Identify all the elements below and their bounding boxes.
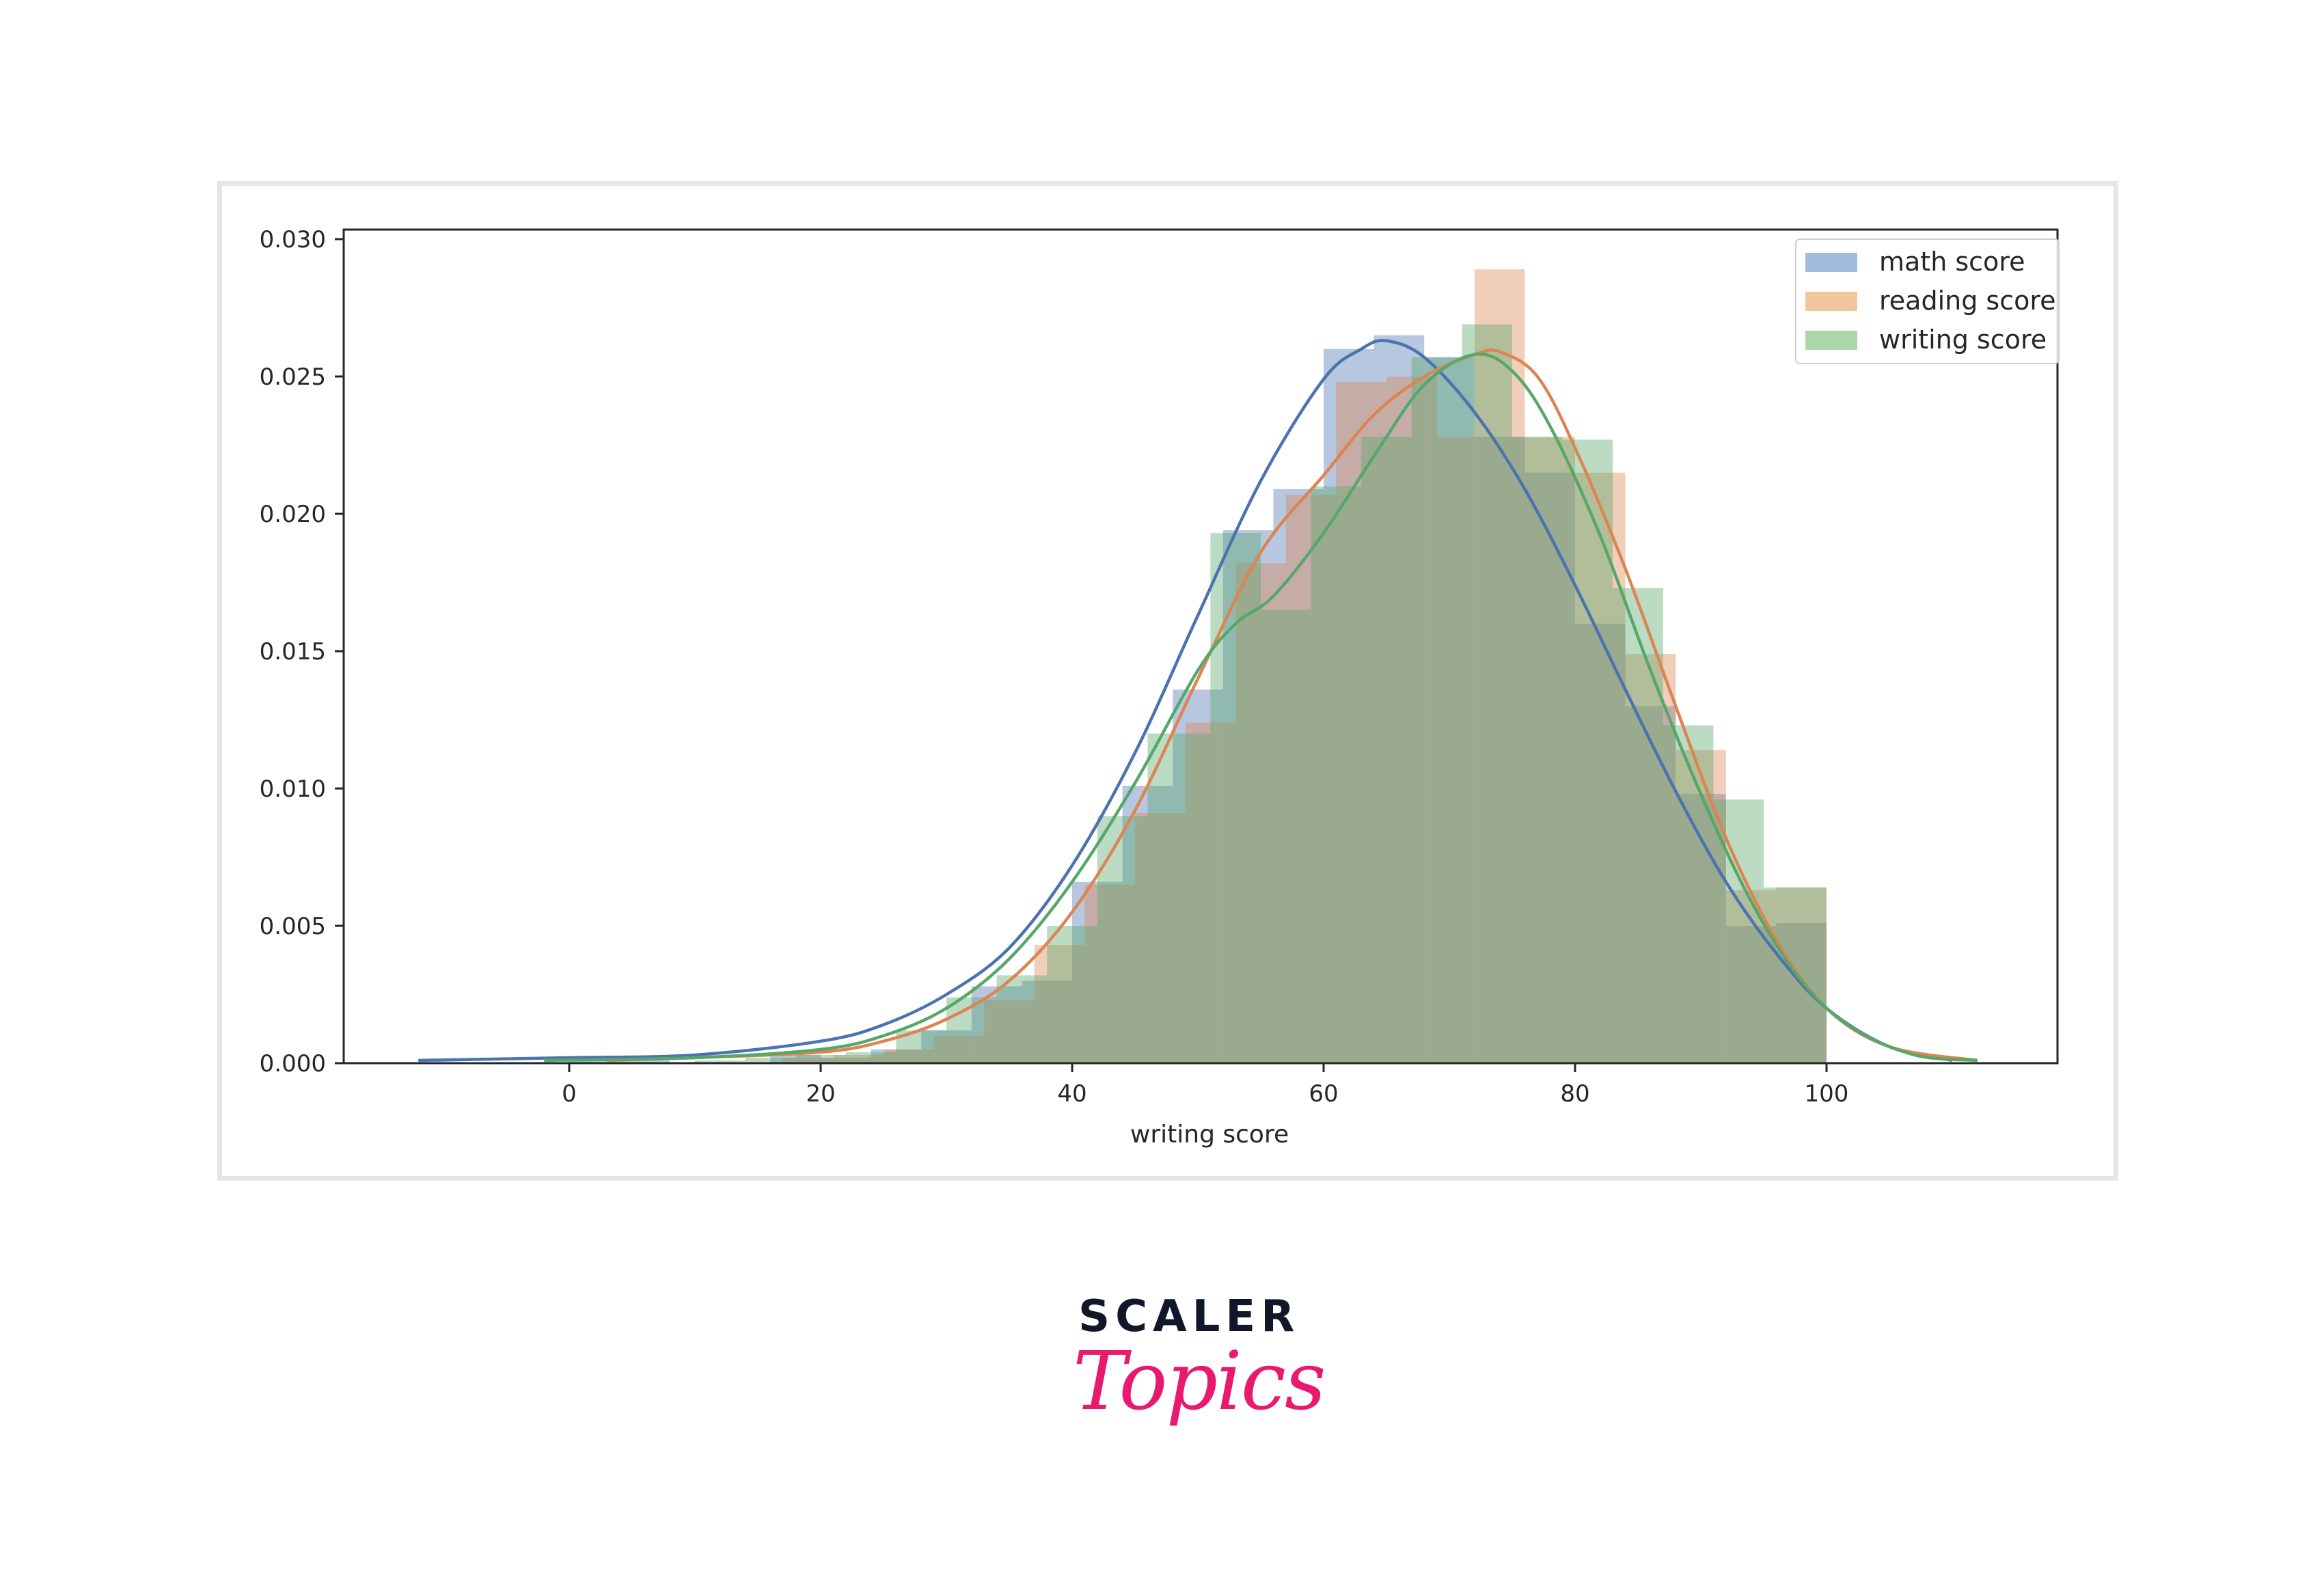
- legend-label-writing: writing score: [1879, 325, 2047, 355]
- histogram-bar: [833, 1054, 884, 1063]
- histogram-bar: [871, 1049, 922, 1063]
- histogram-bar: [1222, 530, 1274, 1063]
- x-axis: 0 20 40 60 80 100: [562, 1063, 1848, 1108]
- histogram-bar: [1411, 357, 1462, 1063]
- histogram-bar: [1512, 437, 1563, 1063]
- logo-topics-text: Topics: [1073, 1334, 1326, 1428]
- bars-writing-score: [695, 324, 1827, 1063]
- histogram-bar: [1424, 357, 1475, 1063]
- histogram-bar: [695, 1060, 746, 1063]
- histogram-bar: [1625, 706, 1676, 1063]
- y-tick-label: 0.010: [260, 776, 326, 803]
- legend-swatch-writing: [1805, 331, 1857, 350]
- histogram-bar: [1725, 926, 1777, 1063]
- scaler-topics-logo: SCALER Topics: [1066, 1291, 1326, 1476]
- histogram-bar: [1173, 689, 1223, 1063]
- histogram-bar: [1135, 813, 1186, 1063]
- x-tick-label: 100: [1805, 1080, 1849, 1108]
- histogram-bar: [1084, 884, 1135, 1063]
- y-tick-label: 0.005: [260, 913, 326, 940]
- x-tick-label: 60: [1309, 1080, 1338, 1108]
- histogram-bar: [1210, 533, 1261, 1063]
- kde-curve-reading-score: [607, 348, 1978, 1062]
- histogram-bar: [619, 1060, 670, 1063]
- histogram-bar: [984, 1000, 1035, 1063]
- histogram-bar: [845, 1052, 897, 1063]
- histogram-bar: [1562, 439, 1613, 1063]
- y-tick-label: 0.030: [260, 226, 326, 253]
- histogram-bar: [1474, 437, 1525, 1063]
- histogram-bars: [569, 269, 1827, 1064]
- histogram-bar: [971, 986, 1022, 1063]
- x-tick-label: 40: [1057, 1080, 1086, 1108]
- legend-item-reading: reading score: [1805, 286, 2056, 316]
- histogram-bar: [946, 997, 997, 1063]
- histogram-bar: [1147, 733, 1211, 1063]
- histogram-bar: [1575, 472, 1626, 1063]
- histogram-bar: [1235, 563, 1286, 1063]
- legend-label-math: math score: [1879, 247, 2025, 277]
- legend: math score reading score writing score: [1795, 238, 2060, 364]
- logo-scaler-text: SCALER: [1078, 1291, 1300, 1342]
- histogram-bar: [1072, 881, 1123, 1063]
- histogram-bar: [1285, 494, 1337, 1063]
- histogram-bar: [921, 1030, 972, 1063]
- histogram-bar: [1474, 269, 1525, 1064]
- histogram-bar: [1676, 750, 1726, 1063]
- histogram-bar: [782, 1057, 834, 1063]
- histogram-bar: [1373, 335, 1425, 1064]
- histogram-bar: [884, 1049, 934, 1063]
- legend-item-math: math score: [1805, 247, 2025, 277]
- histogram-bar: [1613, 588, 1663, 1063]
- legend-box: [1795, 238, 2060, 364]
- legend-swatch-reading: [1805, 292, 1857, 311]
- histogram-bar: [1122, 785, 1173, 1063]
- histogram-bar: [1361, 437, 1412, 1063]
- y-tick-label: 0.015: [260, 638, 326, 666]
- legend-item-writing: writing score: [1805, 325, 2047, 355]
- histogram-bar: [1185, 722, 1236, 1063]
- histogram-bar: [1047, 926, 1097, 1063]
- histogram-bar: [1386, 376, 1437, 1063]
- x-tick-label: 20: [806, 1080, 835, 1108]
- histogram-bar: [996, 975, 1048, 1063]
- histogram-bar: [1462, 324, 1512, 1063]
- y-tick-label: 0.000: [260, 1050, 326, 1078]
- histogram-bar: [1261, 609, 1311, 1063]
- histogram-bar: [1776, 922, 1827, 1063]
- x-axis-label: writing score: [1130, 1121, 1289, 1149]
- x-tick-label: 0: [562, 1080, 577, 1108]
- legend-label-reading: reading score: [1879, 286, 2056, 316]
- y-axis: 0.000 0.005 0.010 0.015 0.020 0.025 0.030: [260, 226, 344, 1078]
- plot-area-border: [342, 228, 2059, 1065]
- histogram-bar: [1034, 945, 1085, 1063]
- bars-reading-score: [782, 269, 1827, 1064]
- histogram-bar: [821, 1057, 871, 1063]
- histogram-bar: [795, 1054, 846, 1063]
- histogram-bar: [1097, 816, 1148, 1063]
- y-tick-label: 0.020: [260, 501, 326, 528]
- histogram-bar: [1311, 486, 1362, 1063]
- histogram-bar: [1022, 981, 1072, 1063]
- kde-curves: [418, 339, 1978, 1062]
- histogram-bar: [1625, 654, 1676, 1063]
- x-tick-label: 80: [1560, 1080, 1589, 1108]
- histogram-bar: [933, 1035, 985, 1063]
- histogram-bar: [745, 1057, 796, 1063]
- histogram-bar: [1436, 437, 1475, 1063]
- legend-swatch-math: [1805, 253, 1857, 272]
- kde-curve-writing-score: [544, 352, 1978, 1062]
- y-tick-label: 0.025: [260, 364, 326, 391]
- histogram-bar: [1776, 887, 1827, 1063]
- histogram-bar: [770, 1054, 821, 1063]
- histogram-bar: [1525, 437, 1575, 1063]
- kde-curve-math-score: [418, 339, 1953, 1062]
- histogram-bar: [1336, 382, 1386, 1063]
- histogram-bar: [569, 1060, 620, 1063]
- histogram-bar: [1575, 623, 1626, 1063]
- histogram-bar: [1663, 725, 1714, 1063]
